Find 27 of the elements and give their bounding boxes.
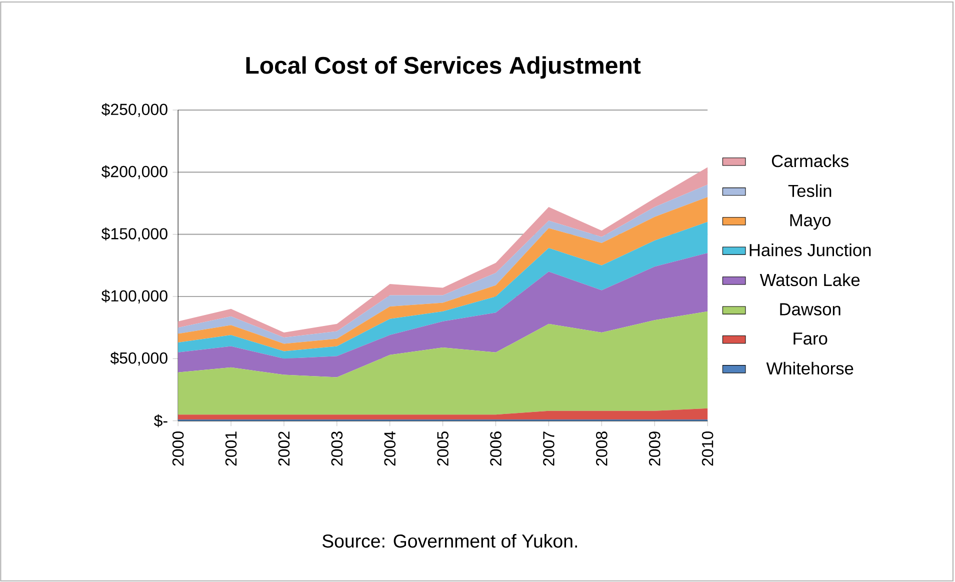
x-tick-label: 2005: [437, 432, 448, 466]
text: Faro: [794, 332, 828, 345]
x-tick-label: 2004: [384, 432, 396, 466]
y-tick-label: $100,000: [101, 290, 168, 304]
x-tick-label: 2001: [225, 432, 237, 466]
y-tick-label: $200,000: [101, 165, 168, 180]
y-tick-label: $150,000: [101, 228, 168, 242]
y-tick-label: $-: [154, 414, 168, 428]
x-tick-label: 2006: [490, 432, 502, 466]
legend-label: Carmacks: [772, 154, 848, 168]
text: Teslin: [788, 184, 832, 198]
y-tick-label: $250,000: [101, 103, 168, 118]
chart-title: Local Cost of Services Adjustment: [246, 56, 641, 79]
x-tick-label: 2009: [648, 432, 660, 466]
x-tick-label: 2010: [702, 432, 714, 466]
x-tick-label: 2000: [172, 432, 184, 466]
source-note: Source: Government of Yukon.: [322, 534, 577, 548]
legend-label: Watson Lake: [760, 274, 860, 286]
y-tick-label: $50,000: [110, 352, 168, 366]
legend-label: Dawson: [780, 304, 840, 316]
legend-label: Haines Junction: [750, 244, 871, 256]
x-tick-label: 2002: [278, 432, 290, 466]
legend-label: Whitehorse: [766, 362, 854, 375]
text: Mayo: [790, 214, 831, 230]
x-tick-label: 2008: [596, 432, 608, 466]
x-tick-label: 2007: [543, 432, 554, 466]
x-tick-label: 2003: [331, 432, 343, 466]
